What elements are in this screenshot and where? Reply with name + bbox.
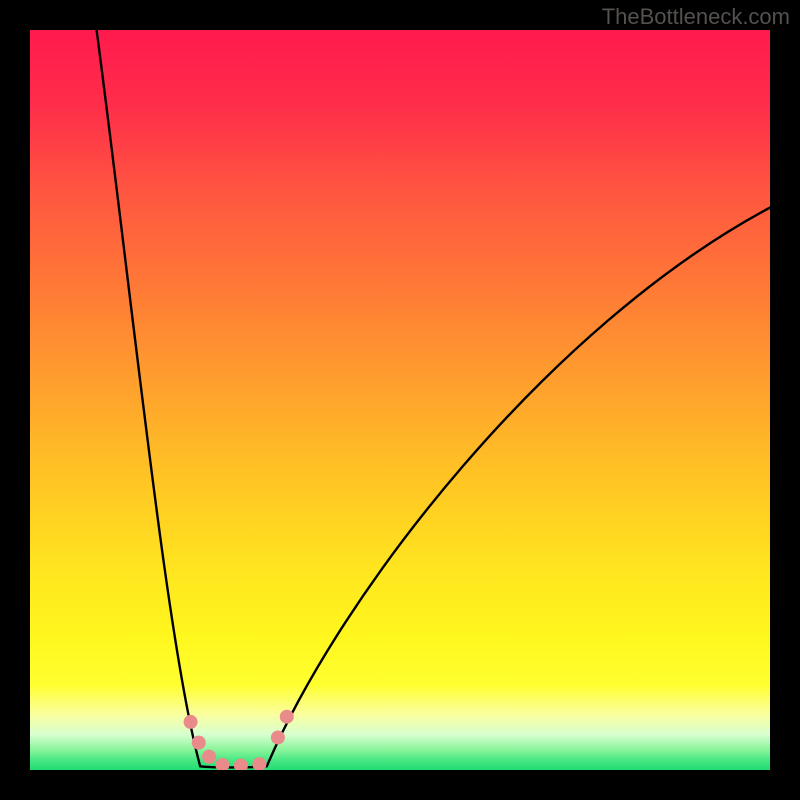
data-marker <box>216 758 229 770</box>
data-marker <box>280 710 293 723</box>
data-marker <box>234 759 247 770</box>
data-marker <box>203 750 216 763</box>
plot-area <box>30 30 770 770</box>
data-marker <box>253 758 266 770</box>
gradient-background <box>30 30 770 770</box>
plot-svg <box>30 30 770 770</box>
watermark-text: TheBottleneck.com <box>602 4 790 30</box>
data-marker <box>192 736 205 749</box>
data-marker <box>184 715 197 728</box>
data-marker <box>271 731 284 744</box>
